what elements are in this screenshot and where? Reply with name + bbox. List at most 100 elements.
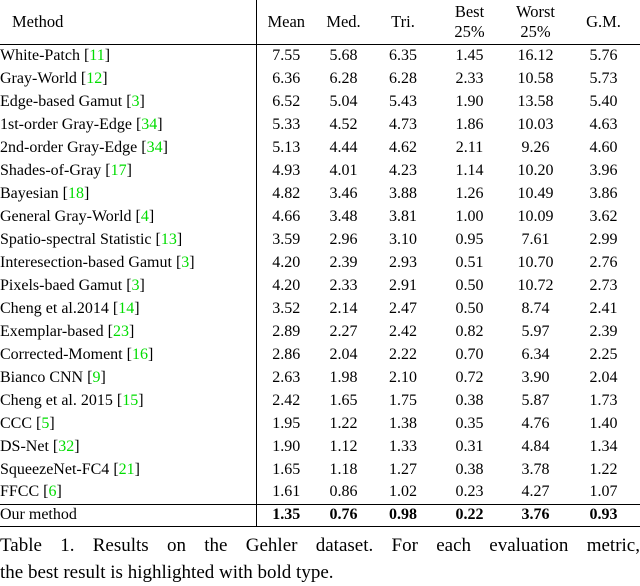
metric-value-best25: 0.51 [455, 253, 484, 271]
citation-link[interactable]: [34] [141, 139, 168, 156]
method-cell: Cheng et al. 2015 [15] [0, 389, 257, 412]
header-method: Method [0, 0, 257, 45]
citation-open-bracket: [ [135, 115, 142, 133]
metric-value-mean: 4.20 [272, 276, 301, 294]
metric-value-gm: 3.62 [589, 207, 618, 225]
citation-link[interactable]: [3] [176, 254, 195, 271]
citation-open-bracket: [ [135, 207, 141, 225]
citation-link[interactable]: [32] [53, 438, 80, 455]
metric-value-trimean: 2.91 [389, 276, 417, 294]
metric-value-median: 5.04 [329, 92, 358, 110]
metric-value-worst25: 4.76 [521, 414, 550, 432]
metric-value-trimean: 3.88 [389, 184, 417, 202]
metric-value-gm: 2.25 [589, 345, 618, 363]
citation-close-bracket: ] [189, 253, 195, 271]
citation-number: 5 [41, 414, 50, 432]
metric-value-trimean: 4.23 [389, 161, 417, 179]
metric-value-mean: 4.66 [272, 207, 301, 225]
metric-value-median: 1.98 [329, 368, 358, 386]
citation-close-bracket: ] [148, 207, 155, 225]
metric-value-worst25: 8.74 [521, 299, 550, 317]
method-cell: Pixels-baed Gamut [3] [0, 274, 257, 297]
results-table: Method Mean Med. Tri. Best 25% Worst 25%… [0, 0, 640, 527]
table-row: Gray-World [12] 6.36 6.28 6.28 2.33 10.58… [0, 67, 640, 90]
method-name: Gray-World [0, 69, 77, 87]
citation-link[interactable]: [3] [126, 93, 145, 110]
citation-link[interactable]: [9] [87, 369, 106, 386]
citation-link[interactable]: [15] [117, 392, 144, 409]
citation-open-bracket: [ [112, 299, 119, 317]
metric-value-best25: 1.86 [455, 115, 484, 133]
metric-value-median: 2.27 [329, 322, 358, 340]
metric-value-mean: 1.65 [272, 460, 301, 478]
metric-value-median: 4.44 [329, 138, 358, 156]
metric-value-gm: 1.40 [589, 414, 618, 432]
metric-value-median: 1.18 [329, 460, 358, 478]
citation-number: 17 [110, 161, 127, 179]
citation-number: 11 [89, 46, 105, 64]
method-cell: Cheng et al.2014 [14] [0, 297, 257, 320]
citation-close-bracket: ] [100, 368, 106, 386]
table-header: Method Mean Med. Tri. Best 25% Worst 25%… [0, 0, 640, 45]
metric-value-median: 0.76 [316, 503, 371, 526]
metric-value-trimean: 2.42 [389, 322, 417, 340]
method-cell: Our method [0, 503, 257, 526]
metric-value-best25: 0.50 [455, 276, 484, 294]
method-cell: Shades-of-Gray [17] [0, 159, 257, 182]
metric-value-trimean: 2.93 [389, 253, 417, 271]
metric-value-mean: 5.13 [272, 138, 301, 156]
metric-value-mean: 2.86 [272, 345, 301, 363]
citation-open-bracket: [ [52, 437, 59, 455]
citation-open-bracket: [ [113, 460, 119, 478]
citation-link[interactable]: [5] [36, 415, 55, 432]
method-name: 2nd-order Gray-Edge [0, 138, 138, 156]
citation-link[interactable]: [3] [126, 277, 145, 294]
metric-value-worst25: 3.78 [521, 460, 550, 478]
citation-link[interactable]: [14] [113, 300, 140, 317]
citation-close-bracket: ] [134, 460, 140, 478]
citation-open-bracket: [ [83, 46, 90, 64]
citation-link[interactable]: [13] [156, 231, 183, 248]
citation-link[interactable]: [23] [108, 323, 135, 340]
metric-value-median: 0.86 [329, 483, 358, 501]
method-name: White-Patch [0, 46, 80, 64]
metric-value-median: 6.28 [329, 69, 358, 87]
citation-link[interactable]: [11] [84, 47, 110, 64]
metric-value-trimean: 1.38 [389, 414, 417, 432]
method-name: 1st-order Gray-Edge [0, 115, 132, 133]
citation-link[interactable]: [17] [105, 162, 132, 179]
citation-close-bracket: ] [176, 230, 183, 248]
method-name: Bayesian [0, 184, 59, 202]
metric-value-best25: 1.45 [455, 46, 484, 64]
metric-value-trimean: 1.02 [389, 483, 417, 501]
citation-link[interactable]: [21] [113, 461, 140, 478]
citation-open-bracket: [ [107, 322, 113, 340]
citation-link[interactable]: [4] [136, 208, 155, 225]
method-name: DS-Net [0, 437, 49, 455]
citation-link[interactable]: [16] [127, 346, 154, 363]
citation-link[interactable]: [12] [81, 70, 108, 87]
citation-open-bracket: [ [126, 92, 132, 110]
citation-link[interactable]: [18] [63, 185, 90, 202]
metric-value-worst25: 3.76 [504, 503, 567, 526]
metric-value-median: 2.33 [329, 276, 358, 294]
metric-value-worst25: 10.58 [517, 69, 554, 87]
method-cell: 2nd-order Gray-Edge [34] [0, 136, 257, 159]
citation-close-bracket: ] [56, 483, 62, 501]
metric-value-trimean: 0.98 [371, 503, 435, 526]
citation-number: 3 [131, 92, 140, 110]
table-row: Shades-of-Gray [17] 4.93 4.01 4.23 1.14 1… [0, 159, 640, 182]
method-cell: CCC [5] [0, 412, 257, 435]
metric-value-trimean: 2.10 [389, 368, 417, 386]
metric-value-median: 2.04 [329, 345, 358, 363]
metric-value-gm: 5.40 [589, 92, 618, 110]
citation-link[interactable]: [6] [43, 483, 62, 500]
metric-value-worst25: 4.27 [521, 483, 550, 501]
metric-value-worst25: 7.61 [521, 230, 550, 248]
metric-value-best25: 0.95 [455, 230, 484, 248]
metric-value-mean: 6.36 [272, 69, 301, 87]
metric-value-gm: 5.76 [589, 46, 618, 64]
citation-link[interactable]: [34] [136, 116, 163, 133]
metric-value-mean: 1.95 [272, 414, 301, 432]
metric-value-median: 3.48 [329, 207, 358, 225]
